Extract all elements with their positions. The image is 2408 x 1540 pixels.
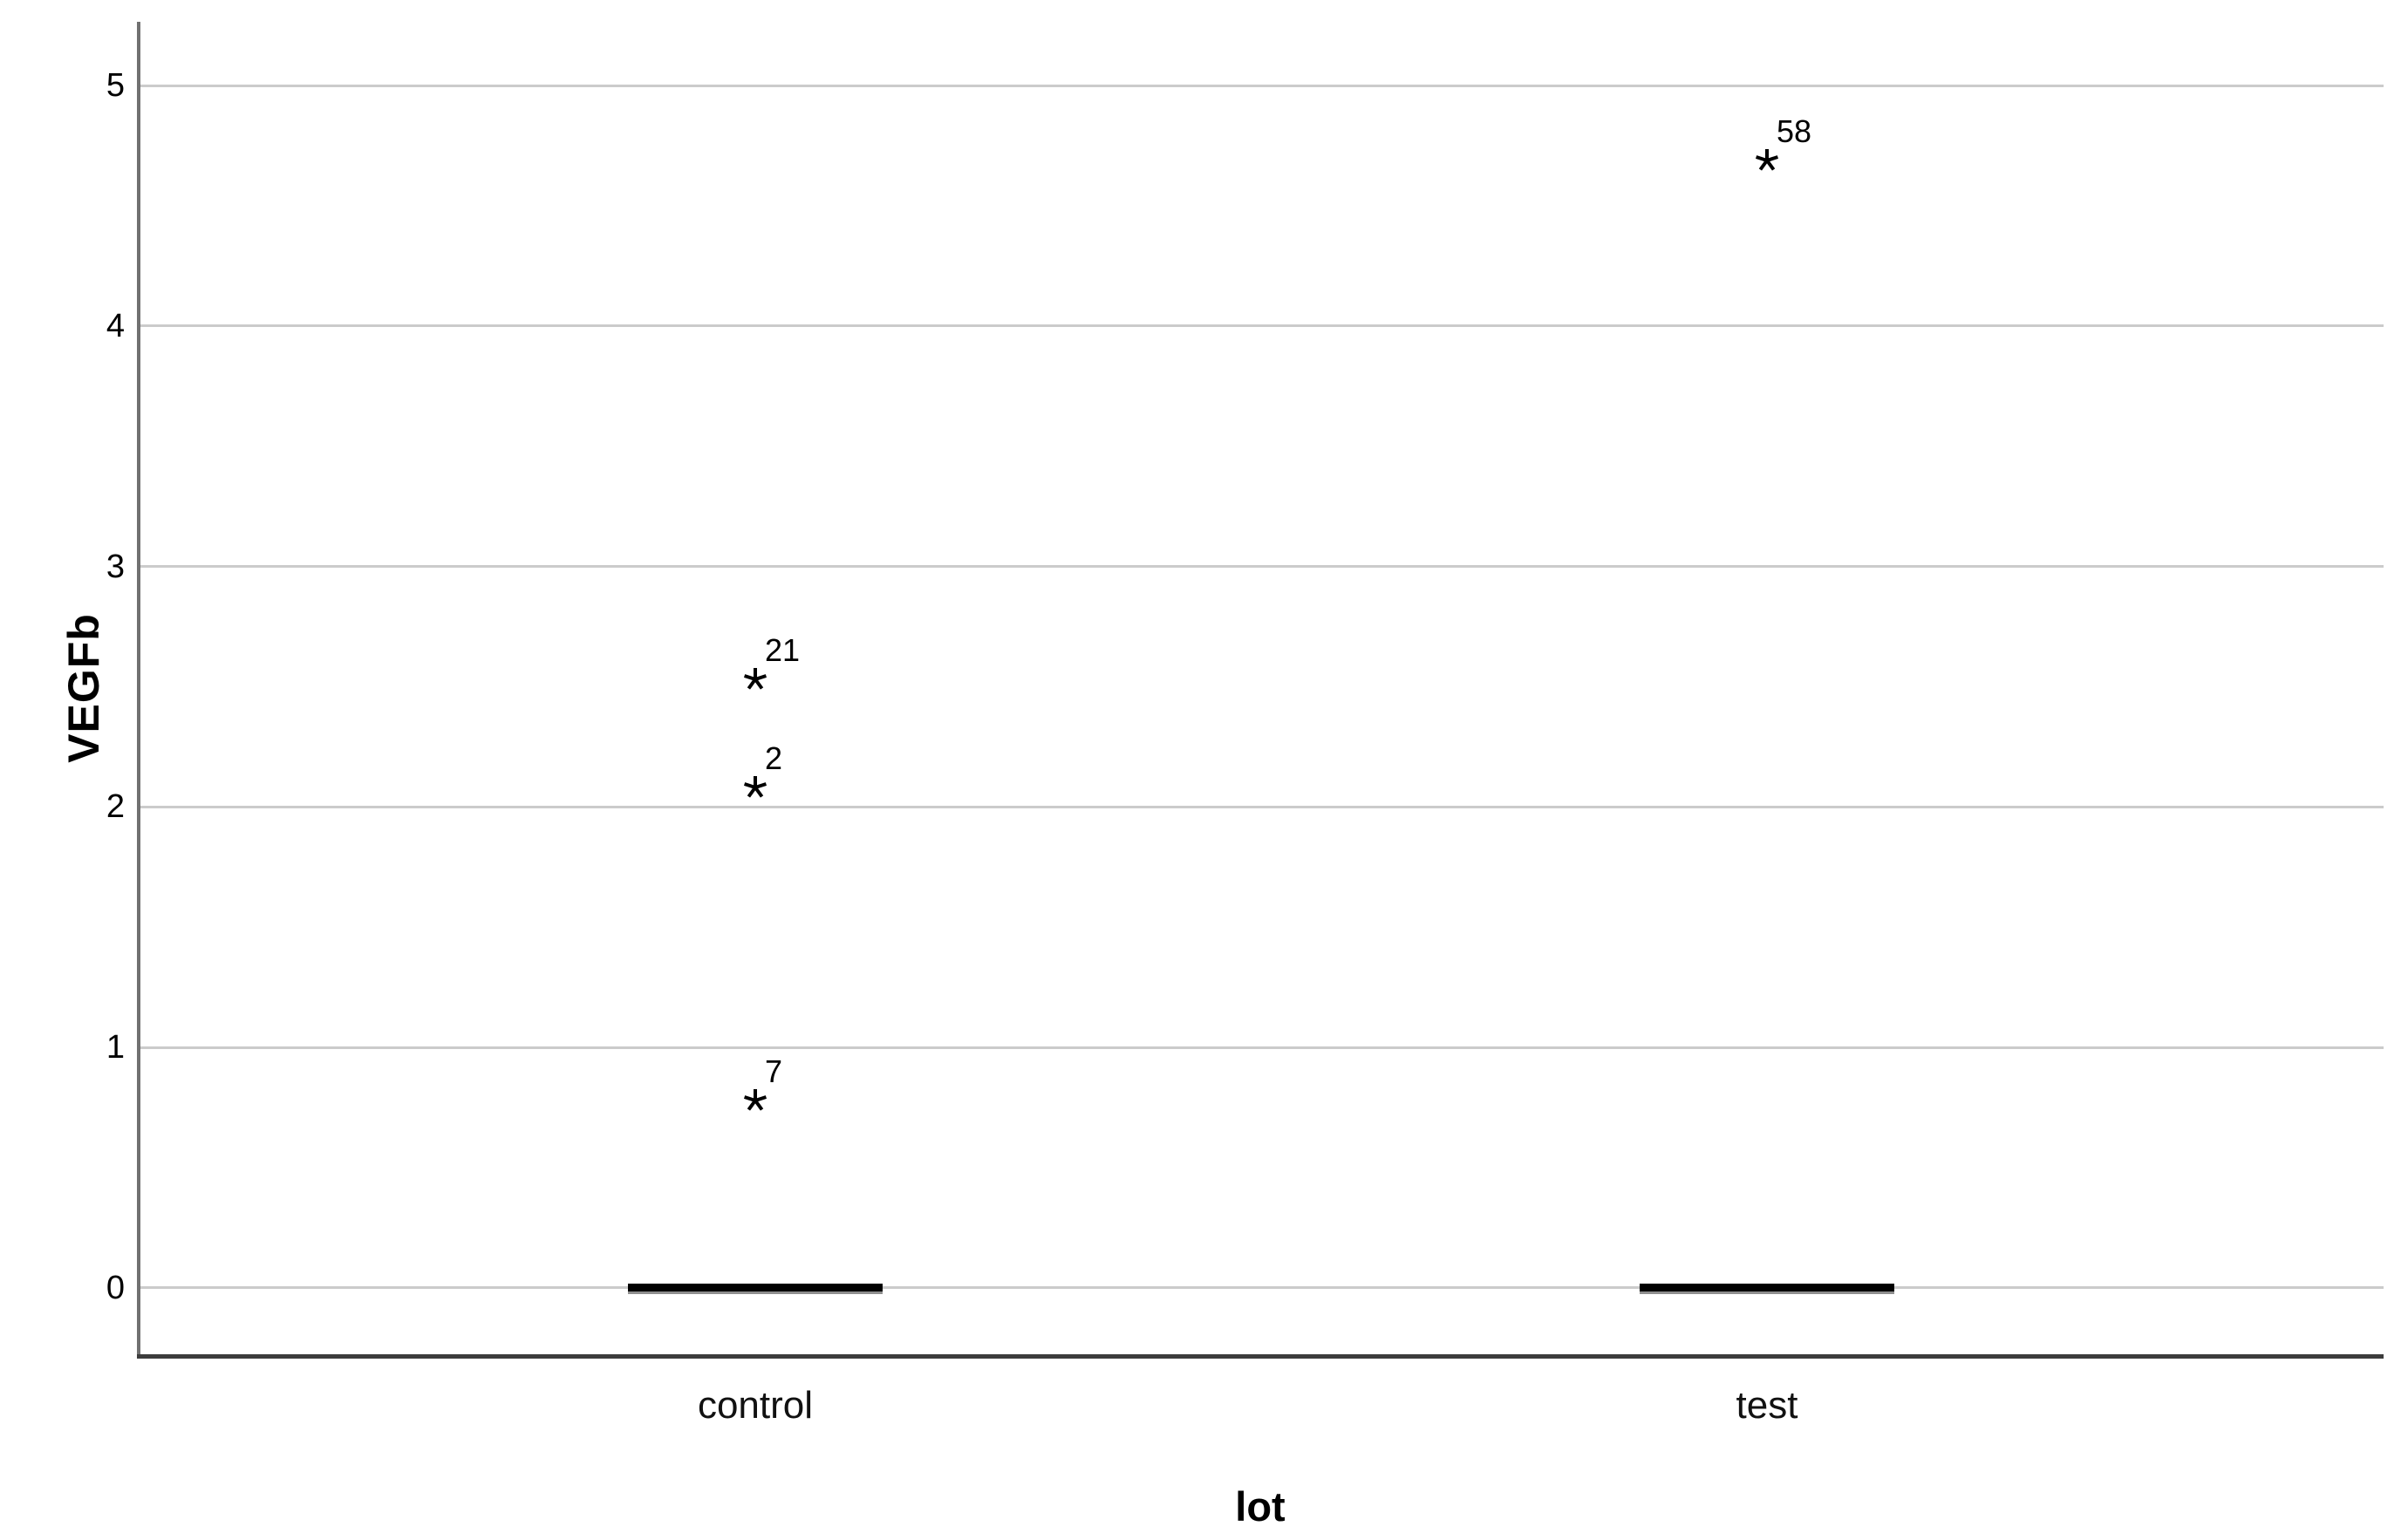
- gridline-y-0: [137, 1286, 2384, 1290]
- y-tick-label-4: 4: [106, 307, 125, 344]
- y-axis-title: VEGFb: [58, 613, 108, 763]
- x-category-label-control: control: [697, 1384, 814, 1427]
- outlier-case-label-58: 58: [1777, 112, 1812, 149]
- x-axis-line: [137, 1354, 2384, 1359]
- y-tick-label-5: 5: [106, 67, 125, 105]
- y-tick-label-0: 0: [106, 1269, 125, 1306]
- gridline-y-2: [137, 805, 2384, 808]
- y-axis-line: [137, 22, 140, 1354]
- box-median-bar-control: [628, 1283, 883, 1294]
- extreme-outlier-marker-case-7: [740, 1086, 770, 1115]
- outlier-case-label-7: 7: [765, 1053, 783, 1089]
- extreme-outlier-marker-case-2: [740, 773, 770, 802]
- extreme-outlier-marker-case-21: [740, 664, 770, 694]
- y-tick-label-3: 3: [106, 548, 125, 585]
- gridline-y-1: [137, 1046, 2384, 1049]
- gridline-y-3: [137, 565, 2384, 569]
- x-axis-title: lot: [1235, 1483, 1286, 1530]
- gridline-y-4: [137, 324, 2384, 328]
- gridline-y-5: [137, 84, 2384, 87]
- x-category-label-test: test: [1736, 1384, 1798, 1427]
- y-tick-label-1: 1: [106, 1029, 125, 1066]
- outlier-case-label-2: 2: [765, 740, 783, 777]
- y-tick-label-2: 2: [106, 788, 125, 826]
- outlier-case-label-21: 21: [765, 632, 801, 669]
- extreme-outlier-marker-case-58: [1752, 146, 1782, 175]
- box-median-bar-test: [1640, 1283, 1894, 1294]
